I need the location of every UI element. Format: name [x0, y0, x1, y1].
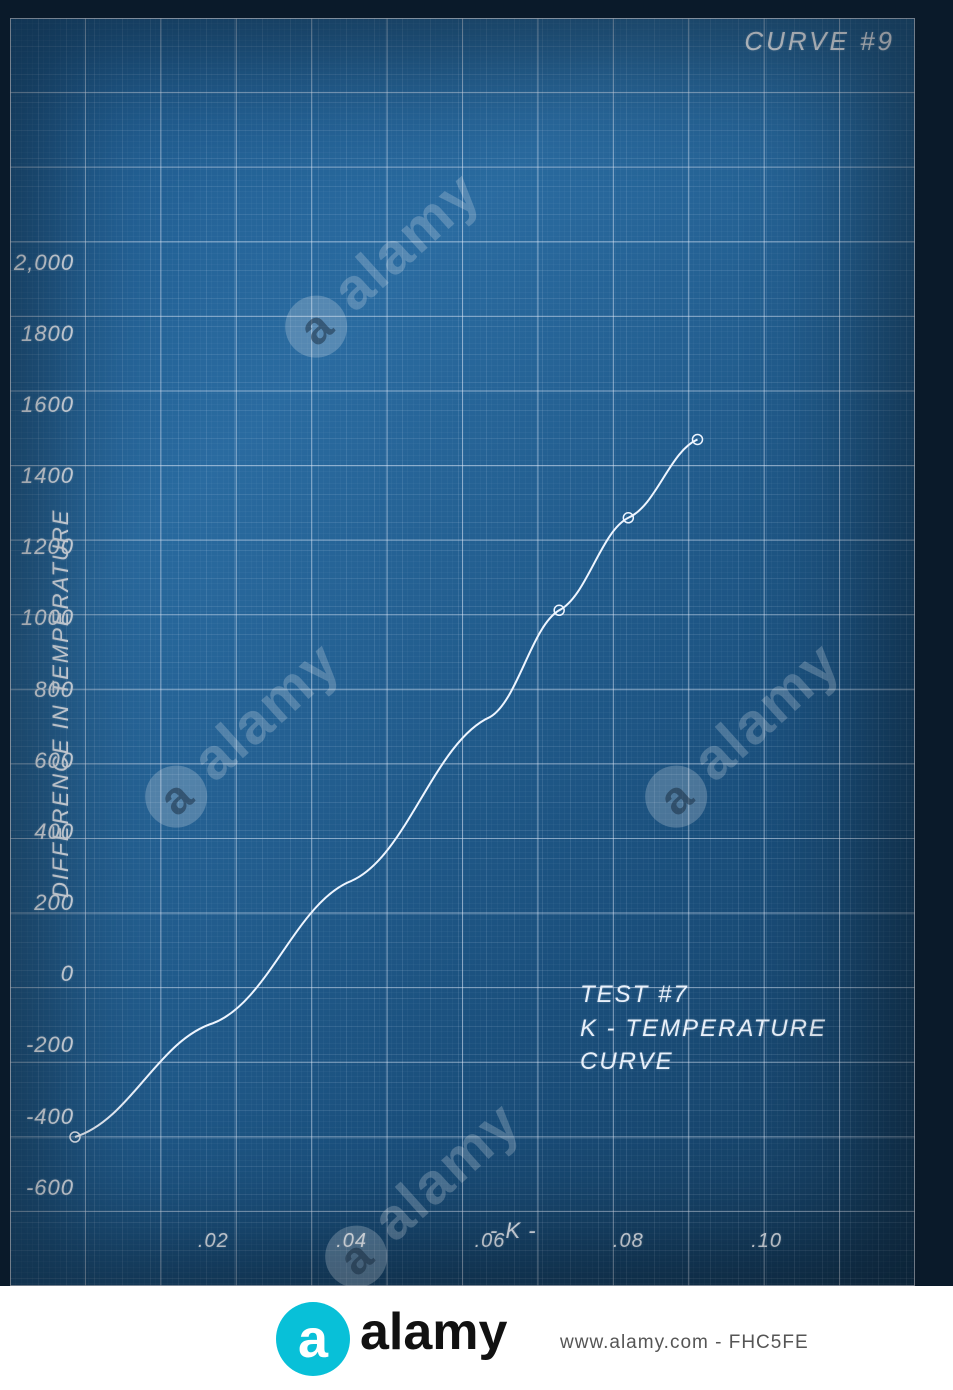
alamy-logo-text: alamy [360, 1302, 507, 1362]
alamy-logo-icon: a [276, 1302, 350, 1376]
watermark-footer-text: www.alamy.com - FHC5FE [560, 1332, 809, 1354]
